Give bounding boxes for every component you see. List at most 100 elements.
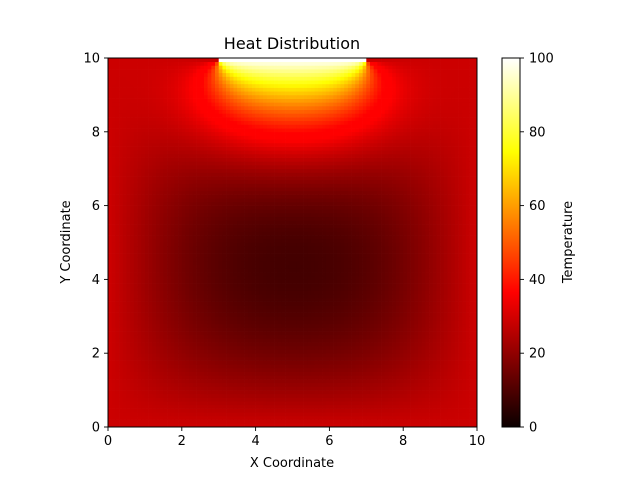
heatmap-cell xyxy=(274,360,279,365)
heatmap-cell xyxy=(429,260,434,265)
heatmap-cell xyxy=(222,397,227,402)
heatmap-cell xyxy=(447,264,452,269)
heatmap-cell xyxy=(196,401,201,406)
heatmap-cell xyxy=(152,294,157,299)
heatmap-cell xyxy=(108,297,113,302)
heatmap-cell xyxy=(462,268,467,273)
heatmap-cell xyxy=(414,312,419,317)
heatmap-cell xyxy=(174,367,179,372)
heatmap-cell xyxy=(340,327,345,332)
heatmap-cell xyxy=(215,356,220,361)
heatmap-cell xyxy=(185,323,190,328)
heatmap-cell xyxy=(229,319,234,325)
heatmap-cell xyxy=(366,397,371,402)
heatmap-cell xyxy=(237,301,242,306)
heatmap-cell xyxy=(318,305,323,310)
heatmap-cell xyxy=(203,397,208,402)
heatmap-cell xyxy=(240,345,245,350)
heatmap-cell xyxy=(369,257,375,262)
heatmap-cell xyxy=(329,415,334,420)
heatmap-cell xyxy=(296,408,301,413)
heatmap-cell xyxy=(226,264,231,269)
heatmap-cell xyxy=(133,334,138,339)
heatmap-cell xyxy=(211,404,216,409)
heatmap-cell xyxy=(226,415,231,420)
heatmap-cell xyxy=(207,242,212,247)
heatmap-cell xyxy=(237,364,242,369)
heatmap-cell xyxy=(399,386,404,391)
heatmap-cell xyxy=(366,279,371,284)
heatmap-cell xyxy=(159,242,164,247)
heatmap-cell xyxy=(299,349,304,354)
heatmap-cell xyxy=(369,279,375,284)
heatmap-cell xyxy=(414,353,419,358)
heatmap-cell xyxy=(314,423,319,427)
heatmap-cell xyxy=(262,272,268,277)
heatmap-cell xyxy=(255,319,260,325)
heatmap-cell xyxy=(344,342,349,347)
heatmap-cell xyxy=(325,283,330,288)
heatmap-cell xyxy=(163,345,168,350)
heatmap-cell xyxy=(325,272,330,277)
heatmap-cell xyxy=(417,323,422,328)
heatmap-cell xyxy=(369,319,375,325)
heatmap-cell xyxy=(192,327,197,332)
heatmap-cell xyxy=(465,390,470,395)
heatmap-cell xyxy=(362,401,367,406)
heatmap-cell xyxy=(262,371,268,376)
heatmap-cell xyxy=(251,334,256,339)
heatmap-cell xyxy=(292,242,297,247)
heatmap-cell xyxy=(163,367,168,372)
heatmap-cell xyxy=(233,257,238,262)
heatmap-cell xyxy=(251,331,256,336)
heatmap-cell xyxy=(248,246,253,251)
heatmap-cell xyxy=(163,338,168,343)
heatmap-cell xyxy=(392,353,397,358)
heatmap-cell xyxy=(373,253,378,258)
heatmap-cell xyxy=(366,356,371,361)
heatmap-cell xyxy=(307,323,312,328)
heatmap-cell xyxy=(299,353,304,358)
heatmap-cell xyxy=(185,305,190,310)
heatmap-cell xyxy=(170,342,175,347)
heatmap-cell xyxy=(122,356,127,361)
heatmap-cell xyxy=(377,286,382,291)
heatmap-cell xyxy=(133,379,138,384)
heatmap-cell xyxy=(432,279,437,284)
heatmap-cell xyxy=(425,283,430,288)
heatmap-cell xyxy=(388,312,393,317)
heatmap-cell xyxy=(432,360,437,365)
heatmap-cell xyxy=(410,382,415,387)
heatmap-cell xyxy=(373,393,378,398)
heatmap-cell xyxy=(141,264,146,269)
heatmap-cell xyxy=(454,279,459,284)
heatmap-cell xyxy=(421,364,426,369)
heatmap-cell xyxy=(417,353,422,358)
heatmap-cell xyxy=(351,246,356,251)
heatmap-cell xyxy=(443,301,448,306)
heatmap-cell xyxy=(395,260,400,265)
heatmap-cell xyxy=(299,257,304,262)
heatmap-cell xyxy=(251,294,256,299)
heatmap-cell xyxy=(429,305,434,310)
heatmap-cell xyxy=(167,401,172,406)
heatmap-cell xyxy=(392,260,397,265)
heatmap-cell xyxy=(122,319,127,325)
heatmap-cell xyxy=(406,390,411,395)
heatmap-cell xyxy=(222,305,227,310)
heatmap-cell xyxy=(203,423,208,427)
heatmap-cell xyxy=(369,331,375,336)
heatmap-cell xyxy=(358,386,363,391)
heatmap-cell xyxy=(299,312,304,317)
heatmap-cell xyxy=(226,393,231,398)
heatmap-cell xyxy=(152,316,157,321)
heatmap-cell xyxy=(325,260,330,265)
heatmap-cell xyxy=(218,404,223,409)
heatmap-cell xyxy=(170,301,175,306)
heatmap-cell xyxy=(141,334,146,339)
heatmap-cell xyxy=(358,305,363,310)
heatmap-cell xyxy=(159,401,164,406)
heatmap-cell xyxy=(266,323,271,328)
heatmap-cell xyxy=(440,364,445,369)
heatmap-cell xyxy=(207,260,212,265)
